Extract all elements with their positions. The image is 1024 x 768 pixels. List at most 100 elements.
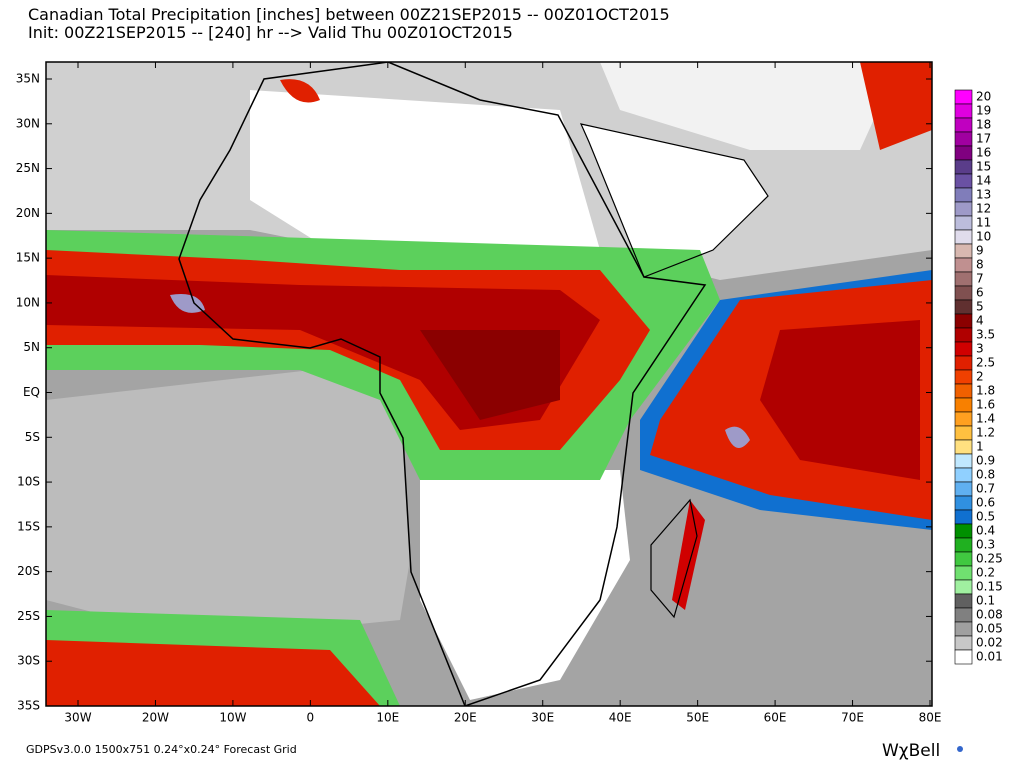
colorbar-swatch (954, 159, 973, 175)
colorbar-label: 4 (976, 314, 984, 328)
colorbar-label: 8 (976, 258, 984, 272)
colorbar-swatch (954, 243, 973, 259)
lon-label: 40E (609, 711, 632, 725)
colorbar-label: 12 (976, 202, 991, 216)
title-line: Init: 00Z21SEP2015 -- [240] hr --> Valid… (28, 23, 513, 42)
colorbar: 20191817161514131211109876543.532.521.81… (954, 89, 1003, 665)
colorbar-label: 18 (976, 118, 991, 132)
colorbar-swatch (954, 523, 973, 539)
lat-label: 10N (16, 295, 40, 309)
logo-dot (957, 746, 963, 752)
colorbar-swatch (954, 271, 973, 287)
colorbar-label: 1 (976, 440, 984, 454)
lon-label: 20W (142, 711, 169, 725)
colorbar-label: 20 (976, 90, 991, 104)
colorbar-swatch (954, 257, 973, 273)
title-line: Canadian Total Precipitation [inches] be… (28, 5, 670, 24)
lat-label: 5N (23, 340, 40, 354)
colorbar-swatch (954, 229, 973, 245)
lat-label: 20S (17, 564, 40, 578)
map-frame (45, 61, 933, 707)
colorbar-swatch (954, 173, 973, 189)
colorbar-label: 0.25 (976, 552, 1003, 566)
colorbar-swatch (954, 355, 973, 371)
lat-label: 15N (16, 251, 40, 265)
colorbar-swatch (954, 411, 973, 427)
colorbar-label: 9 (976, 244, 984, 258)
colorbar-swatch (954, 565, 973, 581)
lat-label: 15S (17, 519, 40, 533)
precip-field (46, 62, 932, 706)
lat-label: 35N (16, 72, 40, 86)
colorbar-label: 0.3 (976, 538, 995, 552)
colorbar-label: 7 (976, 272, 984, 286)
colorbar-swatch (954, 383, 973, 399)
grid-info: GDPSv3.0.0 1500x751 0.24°x0.24° Forecast… (26, 743, 297, 756)
colorbar-swatch (954, 341, 973, 357)
colorbar-swatch (954, 593, 973, 609)
colorbar-swatch (954, 215, 973, 231)
colorbar-label: 0.15 (976, 580, 1003, 594)
colorbar-label: 0.6 (976, 496, 995, 510)
lat-label: 10S (17, 475, 40, 489)
colorbar-swatch (954, 145, 973, 161)
colorbar-swatch (954, 313, 973, 329)
colorbar-swatch (954, 537, 973, 553)
colorbar-label: 3 (976, 342, 984, 356)
colorbar-swatch (954, 607, 973, 623)
lon-label: 50E (686, 711, 709, 725)
colorbar-swatch (954, 621, 973, 637)
colorbar-label: 17 (976, 132, 991, 146)
lat-label: 25S (17, 609, 40, 623)
map-axes: 35N 30N 25N 20N 15N 10N 5N EQ 5S 10S 15S 20S 25S 30S 3… (16, 62, 942, 725)
colorbar-swatch (954, 285, 973, 301)
colorbar-swatch (954, 327, 973, 343)
colorbar-swatch (954, 89, 973, 105)
colorbar-swatch (954, 201, 973, 217)
lat-label: 5S (25, 430, 40, 444)
colorbar-label: 0.4 (976, 524, 995, 538)
lat-label: 30N (16, 116, 40, 130)
colorbar-label: 3.5 (976, 328, 995, 342)
colorbar-swatch (954, 369, 973, 385)
colorbar-swatch (954, 551, 973, 567)
colorbar-label: 2.5 (976, 356, 995, 370)
colorbar-swatch (954, 579, 973, 595)
colorbar-swatch (954, 453, 973, 469)
colorbar-swatch (954, 187, 973, 203)
colorbar-label: 10 (976, 230, 991, 244)
colorbar-label: 1.6 (976, 398, 995, 412)
lat-label: 20N (16, 206, 40, 220)
colorbar-label: 15 (976, 160, 991, 174)
colorbar-swatch (954, 509, 973, 525)
colorbar-swatch (954, 397, 973, 413)
colorbar-label: 0.9 (976, 454, 995, 468)
colorbar-swatch (954, 425, 973, 441)
colorbar-label: 0.7 (976, 482, 995, 496)
colorbar-swatch (954, 495, 973, 511)
lat-label: EQ (23, 385, 40, 399)
lon-label: 10E (376, 711, 399, 725)
colorbar-swatch (954, 467, 973, 483)
lon-label: 30E (531, 711, 554, 725)
lat-label: 35S (17, 699, 40, 713)
colorbar-swatch (954, 439, 973, 455)
colorbar-label: 2 (976, 370, 984, 384)
colorbar-label: 0.5 (976, 510, 995, 524)
colorbar-label: 6 (976, 286, 984, 300)
colorbar-label: 0.08 (976, 608, 1003, 622)
lon-label: 10W (219, 711, 246, 725)
lon-label: 80E (919, 711, 942, 725)
colorbar-label: 0.05 (976, 622, 1003, 636)
colorbar-label: 0.02 (976, 636, 1003, 650)
colorbar-label: 13 (976, 188, 991, 202)
lon-label: 60E (764, 711, 787, 725)
colorbar-label: 5 (976, 300, 984, 314)
logo: WχBell (882, 741, 940, 761)
lat-label: 30S (17, 654, 40, 668)
colorbar-label: 0.1 (976, 594, 995, 608)
colorbar-swatch (954, 117, 973, 133)
colorbar-label: 0.01 (976, 650, 1003, 664)
